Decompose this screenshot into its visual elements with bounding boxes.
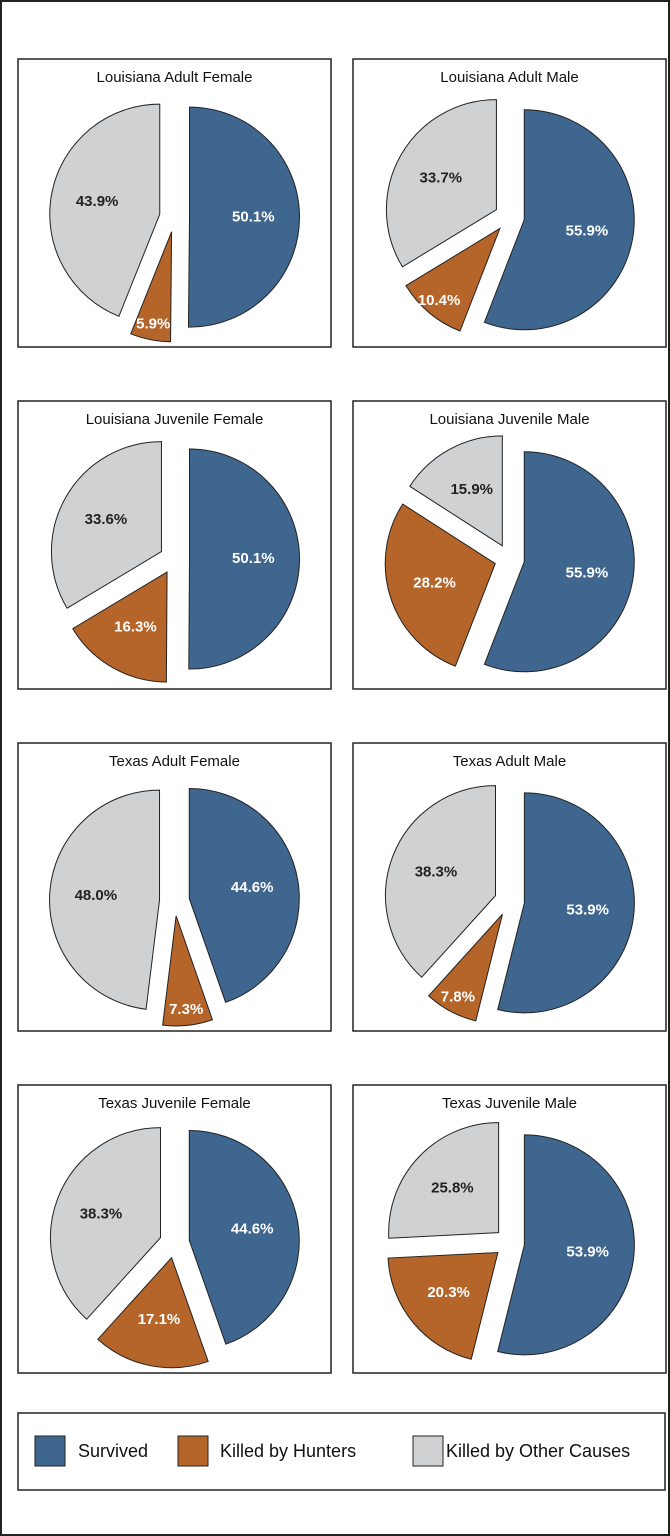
legend-swatch bbox=[177, 1435, 209, 1467]
value-label: 44.6% bbox=[231, 1221, 274, 1238]
pie-slice bbox=[72, 571, 168, 683]
legend-label: Killed by Other Causes bbox=[446, 1441, 630, 1461]
pie-slice bbox=[385, 99, 497, 268]
pie-slice bbox=[188, 787, 300, 1003]
chart-title: Texas Juvenile Female bbox=[98, 1095, 251, 1112]
value-label: 38.3% bbox=[80, 1206, 123, 1223]
value-label: 17.1% bbox=[138, 1311, 181, 1328]
value-label: 20.3% bbox=[427, 1284, 470, 1301]
pie-slice bbox=[188, 448, 300, 670]
value-label: 43.9% bbox=[76, 193, 119, 210]
pie-slice bbox=[497, 1134, 635, 1356]
legend-swatch bbox=[34, 1435, 66, 1467]
legend-swatch bbox=[412, 1435, 444, 1467]
value-label: 50.1% bbox=[232, 208, 275, 225]
value-label: 10.4% bbox=[418, 292, 461, 309]
pie-slice bbox=[384, 503, 496, 667]
pie-slice bbox=[50, 441, 162, 609]
pie-slice bbox=[409, 435, 503, 547]
pie-slice bbox=[49, 789, 161, 1010]
chart-title: Texas Adult Male bbox=[453, 753, 566, 770]
pie-slice bbox=[385, 785, 497, 978]
pie-slice bbox=[187, 106, 301, 328]
pie-slice bbox=[97, 1256, 209, 1369]
value-label: 7.8% bbox=[441, 989, 475, 1006]
pie-slice bbox=[130, 231, 173, 343]
pie-slice bbox=[497, 792, 635, 1014]
pie-slice bbox=[162, 915, 214, 1027]
pie-slice bbox=[483, 451, 635, 673]
legend-label: Survived bbox=[78, 1441, 148, 1461]
value-label: 44.6% bbox=[231, 879, 274, 896]
value-label: 33.7% bbox=[420, 169, 463, 186]
pie-slice bbox=[387, 1251, 499, 1360]
chart-title: Louisiana Juvenile Male bbox=[429, 411, 589, 428]
value-label: 48.0% bbox=[75, 887, 118, 904]
value-label: 55.9% bbox=[566, 222, 609, 239]
value-label: 7.3% bbox=[169, 1001, 203, 1018]
value-label: 25.8% bbox=[431, 1180, 474, 1197]
pie-slice bbox=[405, 227, 501, 332]
pie-slice bbox=[50, 1127, 162, 1320]
value-label: 50.1% bbox=[232, 550, 275, 567]
legend-label: Killed by Hunters bbox=[220, 1441, 356, 1461]
value-label: 5.9% bbox=[136, 315, 170, 332]
pie-slice bbox=[427, 913, 503, 1022]
value-label: 53.9% bbox=[566, 1244, 609, 1261]
value-label: 28.2% bbox=[413, 574, 456, 591]
chart-title: Texas Adult Female bbox=[109, 753, 240, 770]
chart-title: Texas Juvenile Male bbox=[442, 1095, 577, 1112]
chart-title: Louisiana Juvenile Female bbox=[86, 411, 264, 428]
chart-title: Louisiana Adult Male bbox=[440, 69, 578, 86]
value-label: 16.3% bbox=[114, 618, 157, 635]
legend-box bbox=[17, 1412, 666, 1491]
value-label: 55.9% bbox=[566, 564, 609, 581]
pie-slice bbox=[49, 103, 161, 317]
value-label: 53.9% bbox=[566, 902, 609, 919]
value-label: 38.3% bbox=[415, 864, 458, 881]
pie-slice bbox=[188, 1129, 300, 1345]
value-label: 15.9% bbox=[450, 481, 493, 498]
chart-title: Louisiana Adult Female bbox=[97, 69, 253, 86]
pie-slice bbox=[388, 1122, 500, 1239]
value-label: 33.6% bbox=[85, 511, 128, 528]
pie-slice bbox=[483, 109, 635, 331]
